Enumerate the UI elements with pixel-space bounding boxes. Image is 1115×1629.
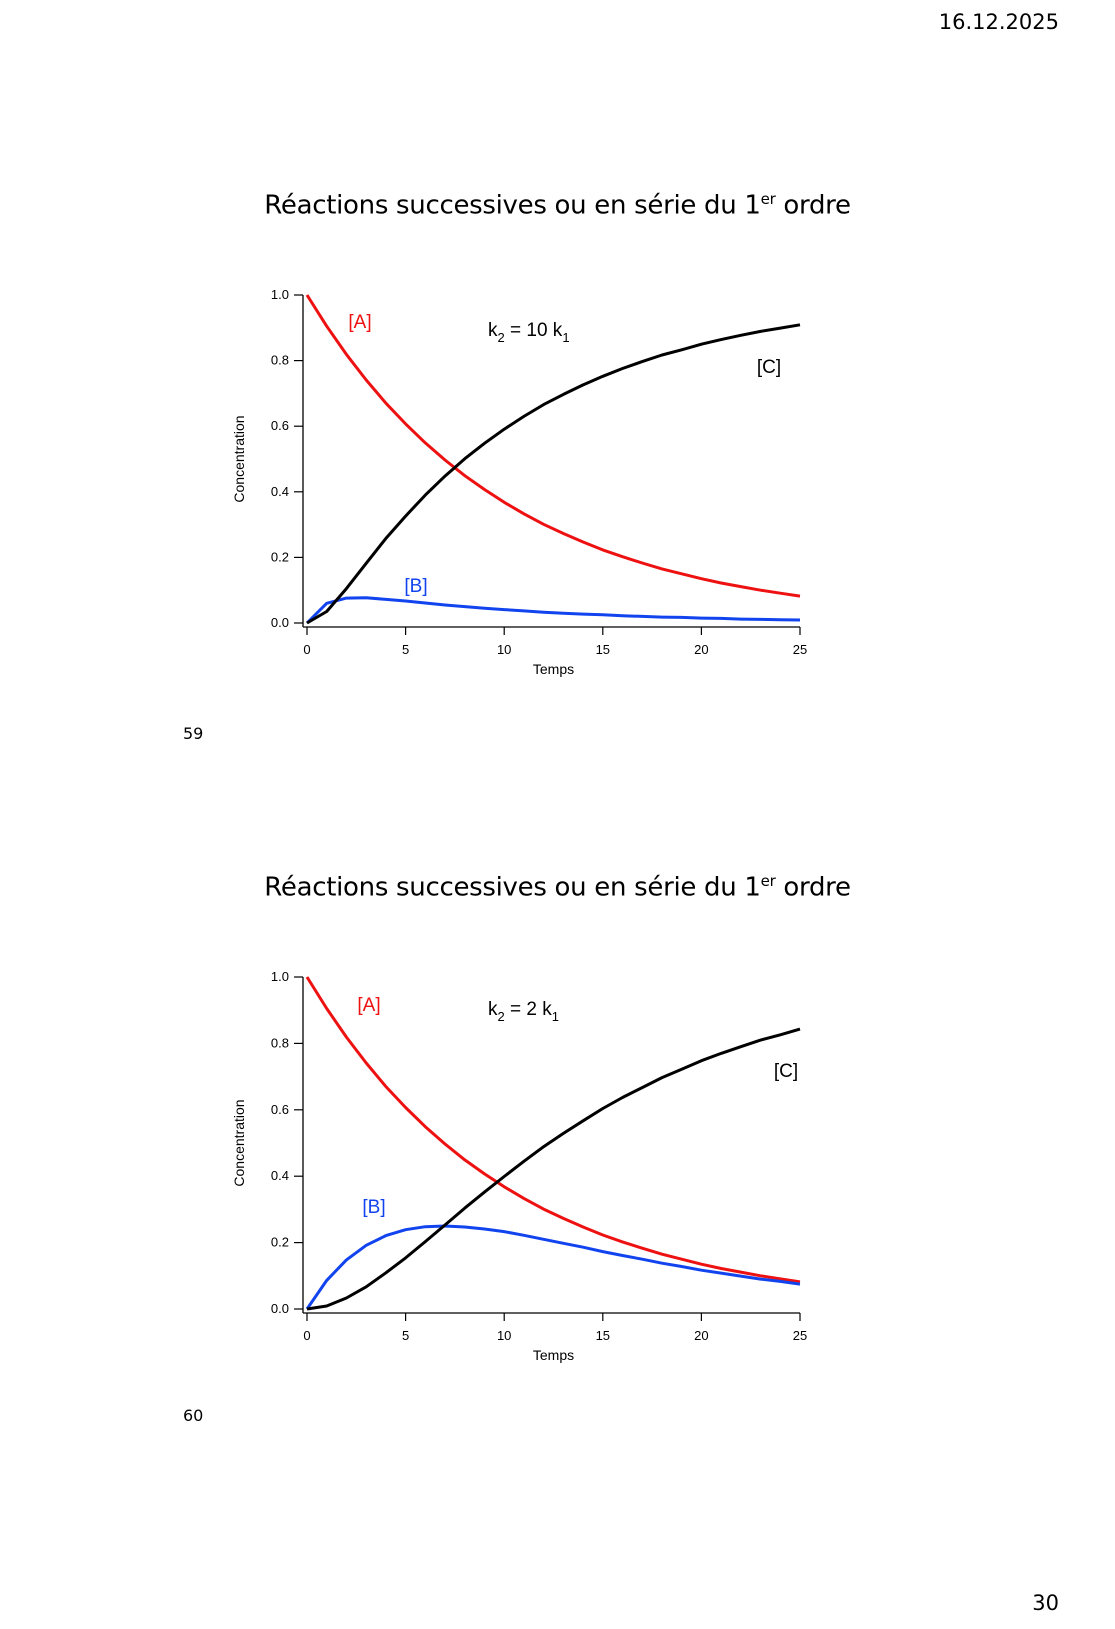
rate-annotation: k2 = 10 k1	[488, 320, 570, 345]
slide-title: Réactions successives ou en série du 1er…	[264, 872, 851, 903]
x-tick-label: 0	[303, 642, 310, 657]
y-tick-label: 1.0	[271, 969, 289, 984]
x-axis-label: Temps	[533, 1347, 574, 1363]
x-tick-label: 10	[497, 642, 511, 657]
y-axis-label: Concentration	[231, 1099, 247, 1186]
x-tick-label: 15	[596, 642, 610, 657]
series-line-a	[305, 294, 801, 598]
slide-number: 59	[183, 724, 204, 743]
label-a: [A]	[348, 312, 371, 333]
page-number: 30	[1032, 1591, 1059, 1615]
series-line-b	[305, 596, 801, 625]
label-b: [B]	[404, 576, 427, 597]
concentration-chart-k2-2k1: 0.0 0.2 0.4 0.6 0.8 1.0 0 5 10 15 20 25 Temps Concent…	[231, 969, 807, 1363]
y-tick-label: 0.8	[271, 1035, 289, 1050]
rate-annotation: k2 = 2 k1	[488, 999, 559, 1024]
slide-number: 60	[183, 1406, 204, 1425]
y-tick-label: 0.0	[271, 1301, 289, 1316]
x-tick-label: 15	[596, 1328, 610, 1343]
series-line-b	[305, 1224, 801, 1310]
date-header: 16.12.2025	[938, 10, 1059, 34]
y-tick-label: 0.6	[271, 418, 289, 433]
label-c: [C]	[757, 357, 781, 378]
x-tick-label: 10	[497, 1328, 511, 1343]
y-tick-label: 0.2	[271, 1235, 289, 1250]
y-tick-label: 0.6	[271, 1102, 289, 1117]
y-tick-label: 0.2	[271, 549, 289, 564]
x-tick-label: 25	[793, 1328, 807, 1343]
x-axis-label: Temps	[533, 661, 574, 677]
label-c: [C]	[774, 1061, 798, 1082]
y-tick-label: 0.0	[271, 615, 289, 630]
y-tick-label: 0.4	[271, 1168, 289, 1183]
x-tick-label: 20	[694, 642, 708, 657]
series-line-c	[306, 323, 801, 625]
slide-title: Réactions successives ou en série du 1er…	[264, 190, 851, 221]
x-tick-label: 0	[303, 1328, 310, 1343]
label-a: [A]	[357, 995, 380, 1016]
x-tick-label: 5	[402, 1328, 409, 1343]
x-tick-label: 20	[694, 1328, 708, 1343]
y-tick-label: 0.8	[271, 353, 289, 368]
y-axis-label: Concentration	[231, 415, 247, 502]
concentration-chart-k2-10k1: 0.0 0.2 0.4 0.6 0.8 1.0 0 5 10 15 20 25 Temps Concent…	[231, 287, 807, 677]
y-tick-label: 0.4	[271, 484, 289, 499]
y-tick-label: 1.0	[271, 287, 289, 302]
series-line-c	[306, 1027, 801, 1311]
label-b: [B]	[362, 1197, 385, 1218]
x-tick-label: 5	[402, 642, 409, 657]
x-tick-label: 25	[793, 642, 807, 657]
series-line-a	[305, 976, 801, 1284]
